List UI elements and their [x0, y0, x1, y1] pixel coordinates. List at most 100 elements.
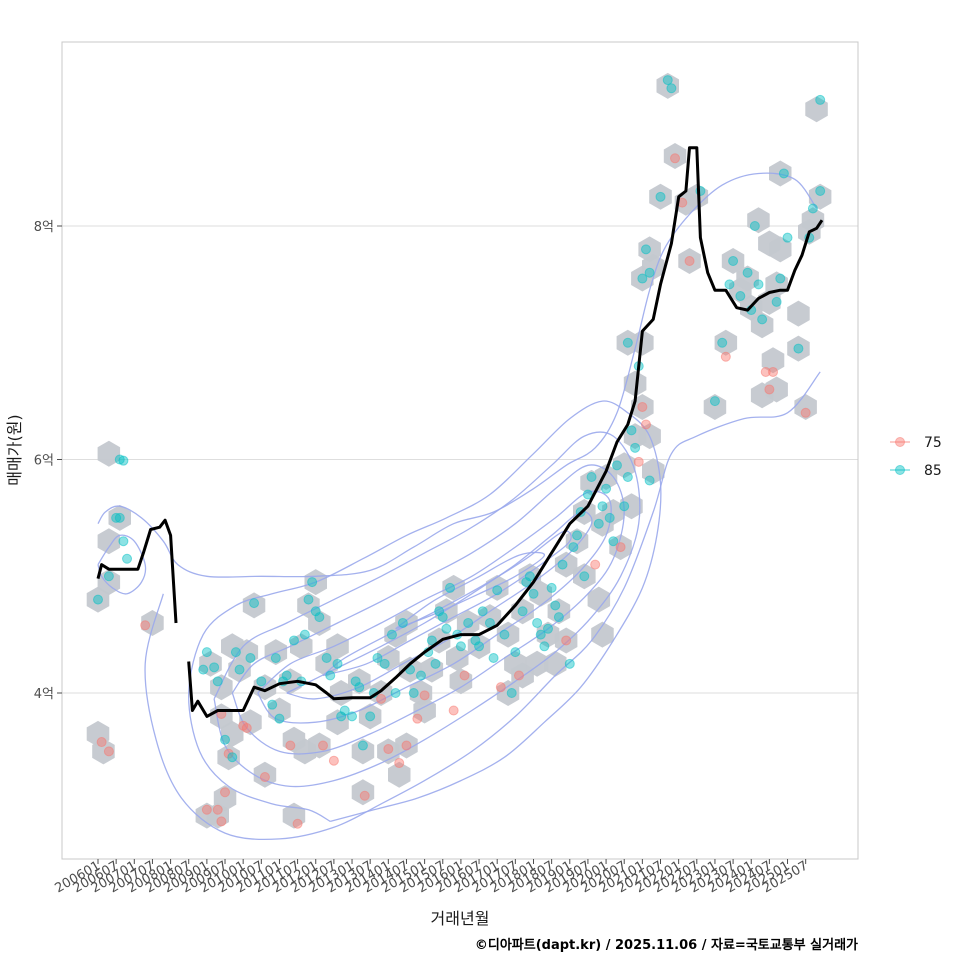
hexbin-124 — [808, 183, 832, 210]
point-85 — [198, 664, 209, 675]
point-85 — [288, 635, 299, 646]
point-85 — [557, 559, 568, 570]
point-85 — [724, 279, 735, 290]
point-85 — [357, 740, 368, 751]
hexbin-85 — [587, 586, 611, 613]
hexbin-53 — [478, 604, 502, 631]
point-75 — [459, 670, 470, 681]
point-85 — [307, 577, 318, 588]
point-85 — [365, 711, 376, 722]
hexbin-113 — [750, 312, 774, 339]
point-85 — [408, 688, 419, 698]
hexbin-102 — [685, 183, 709, 210]
point-75 — [223, 748, 234, 759]
contour-line-5 — [257, 490, 612, 724]
point-85 — [426, 635, 437, 646]
point-85 — [114, 512, 125, 523]
hexbin-16 — [217, 744, 240, 771]
point-75 — [285, 740, 296, 751]
point-85 — [93, 594, 103, 605]
point-85 — [630, 442, 641, 453]
point-85 — [539, 641, 550, 652]
point-85 — [543, 623, 554, 634]
point-75 — [633, 456, 644, 467]
point-75 — [383, 744, 394, 755]
point-75 — [720, 351, 731, 362]
point-85 — [619, 501, 630, 512]
point-85 — [230, 647, 241, 658]
hexbin-105 — [721, 248, 745, 274]
panel-border — [61, 41, 859, 860]
point-85 — [437, 612, 448, 623]
point-75 — [401, 740, 412, 751]
point-85 — [749, 221, 760, 231]
point-75 — [764, 384, 775, 395]
point-85 — [532, 617, 543, 628]
point-85 — [111, 512, 122, 523]
point-75 — [768, 366, 779, 377]
point-75 — [640, 419, 651, 430]
hexbin-117 — [769, 236, 792, 263]
point-85 — [564, 658, 575, 669]
point-85 — [347, 711, 358, 722]
point-85 — [728, 256, 739, 267]
point-85 — [593, 518, 604, 529]
point-85 — [201, 647, 212, 658]
point-85 — [586, 472, 597, 483]
median-line-segment-1 — [187, 146, 824, 718]
hexbin-6 — [97, 440, 121, 467]
contour-line-7 — [322, 530, 572, 677]
hexbin-83 — [620, 493, 643, 520]
hexbin-66 — [388, 761, 411, 788]
point-85 — [735, 291, 746, 302]
point-75 — [760, 366, 771, 377]
point-85 — [608, 536, 619, 547]
point-85 — [597, 501, 608, 512]
point-85 — [622, 472, 633, 483]
hexbin-88 — [631, 394, 654, 420]
point-85 — [209, 662, 220, 673]
point-85 — [434, 606, 445, 617]
contour-line-2 — [188, 400, 662, 823]
median-line-segment-0 — [96, 518, 178, 624]
point-85 — [118, 455, 129, 466]
point-85 — [339, 705, 350, 716]
point-85 — [546, 582, 557, 593]
y-axis-ticks: 4억 6억 8억 — [34, 220, 62, 702]
point-75 — [637, 401, 648, 412]
point-85 — [510, 647, 521, 658]
hexbin-65 — [377, 738, 400, 765]
y-tick-label: 4억 — [34, 687, 54, 702]
hexbin-64 — [351, 738, 375, 765]
panel-background — [62, 42, 858, 859]
point-85 — [572, 530, 583, 541]
point-85 — [249, 598, 260, 609]
point-85 — [757, 314, 768, 325]
hexbin-37 — [282, 802, 306, 829]
contour-line-1 — [144, 371, 821, 841]
point-85 — [521, 577, 532, 588]
point-85 — [234, 664, 245, 675]
point-85 — [390, 688, 401, 698]
point-85 — [397, 617, 408, 628]
point-75 — [561, 635, 572, 646]
hexbin-91 — [623, 370, 647, 397]
source-caption: ©디아파트(dapt.kr) / 2025.11.06 / 자료=국토교통부 실… — [474, 938, 858, 953]
point-85 — [815, 94, 826, 105]
point-75 — [201, 804, 212, 815]
point-85 — [212, 676, 223, 687]
point-85 — [626, 425, 637, 436]
point-85 — [430, 658, 441, 669]
point-85 — [477, 606, 488, 617]
point-75 — [359, 790, 370, 801]
point-75 — [513, 670, 524, 681]
hexbin-39 — [358, 703, 382, 730]
hexbin-32 — [308, 732, 331, 759]
point-85 — [455, 641, 466, 652]
point-85 — [118, 536, 129, 547]
point-75 — [670, 153, 681, 164]
point-85 — [336, 711, 347, 722]
hexbin-2 — [86, 586, 110, 613]
point-85 — [793, 343, 804, 354]
point-85 — [528, 588, 539, 599]
